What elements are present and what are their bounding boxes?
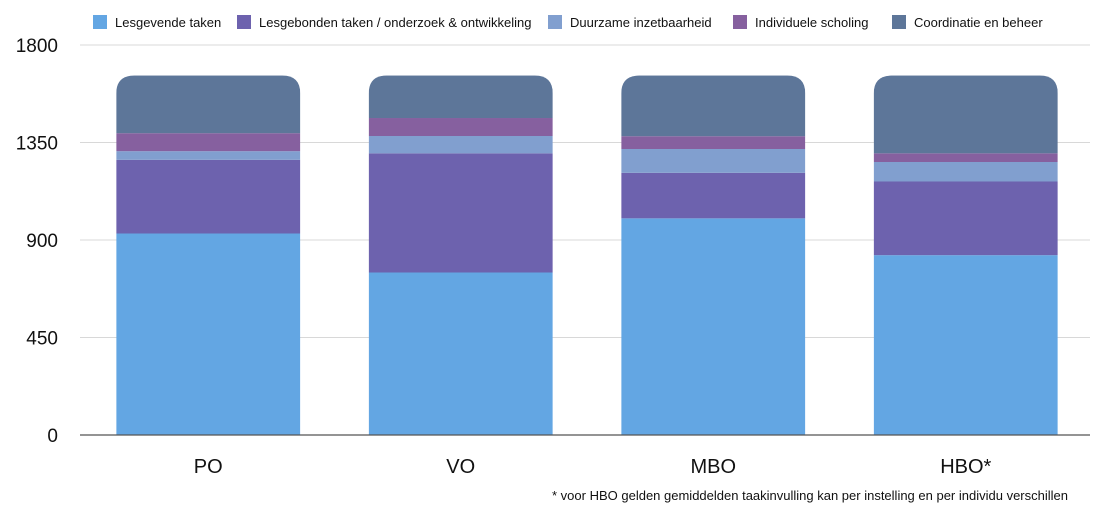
bar-segment: [116, 151, 301, 160]
x-tick-label: HBO*: [940, 456, 991, 478]
bar-segment: [368, 272, 553, 435]
bar-stack: [368, 75, 553, 435]
legend: Lesgevende taken Lesgebonden taken / onde…: [93, 15, 1043, 30]
bar-segment: [116, 133, 301, 152]
legend-item: Lesgevende taken: [93, 15, 221, 30]
legend-swatch: [237, 15, 251, 29]
legend-swatch: [733, 15, 747, 29]
bar-stack: [873, 75, 1058, 435]
bar-segment: [621, 75, 806, 137]
bar-segment: [621, 218, 806, 435]
bar-segment: [621, 149, 806, 173]
legend-item: Coordinatie en beheer: [892, 15, 1043, 30]
y-tick-label: 900: [26, 231, 58, 252]
bar-segment: [621, 172, 806, 219]
y-axis-ticks: 0 450 900 1350 1800: [16, 36, 58, 447]
bar-stack: [621, 75, 806, 435]
bar-segment: [368, 75, 553, 119]
x-tick-label: PO: [194, 456, 223, 478]
x-tick-label: MBO: [690, 456, 736, 478]
y-tick-label: 0: [47, 426, 58, 447]
bar-segment: [368, 136, 553, 154]
bars: [116, 75, 1058, 435]
legend-label: Lesgevende taken: [115, 15, 221, 30]
bar-segment: [116, 233, 301, 435]
y-tick-label: 1350: [16, 134, 58, 155]
bar-segment: [621, 136, 806, 149]
bar-segment: [116, 159, 301, 234]
legend-label: Duurzame inzetbaarheid: [570, 15, 712, 30]
bar-segment: [368, 153, 553, 273]
bar-stack: [116, 75, 301, 435]
bar-segment: [116, 75, 301, 134]
legend-item: Individuele scholing: [733, 15, 868, 30]
legend-label: Individuele scholing: [755, 15, 868, 30]
bar-segment: [873, 75, 1058, 154]
bar-segment: [873, 153, 1058, 162]
legend-item: Lesgebonden taken / onderzoek & ontwikke…: [237, 15, 531, 30]
bar-segment: [873, 255, 1058, 435]
bar-segment: [873, 181, 1058, 256]
legend-swatch: [548, 15, 562, 29]
y-tick-label: 1800: [16, 36, 58, 57]
bar-segment: [368, 118, 553, 136]
legend-label: Lesgebonden taken / onderzoek & ontwikke…: [259, 15, 531, 30]
footnote: * voor HBO gelden gemiddelden taakinvull…: [552, 488, 1068, 503]
y-tick-label: 450: [26, 329, 58, 350]
legend-swatch: [892, 15, 906, 29]
x-axis-labels: PO VO MBO HBO*: [194, 456, 992, 478]
legend-item: Duurzame inzetbaarheid: [548, 15, 712, 30]
legend-swatch: [93, 15, 107, 29]
legend-label: Coordinatie en beheer: [914, 15, 1043, 30]
x-tick-label: VO: [446, 456, 475, 478]
bar-segment: [873, 162, 1058, 182]
